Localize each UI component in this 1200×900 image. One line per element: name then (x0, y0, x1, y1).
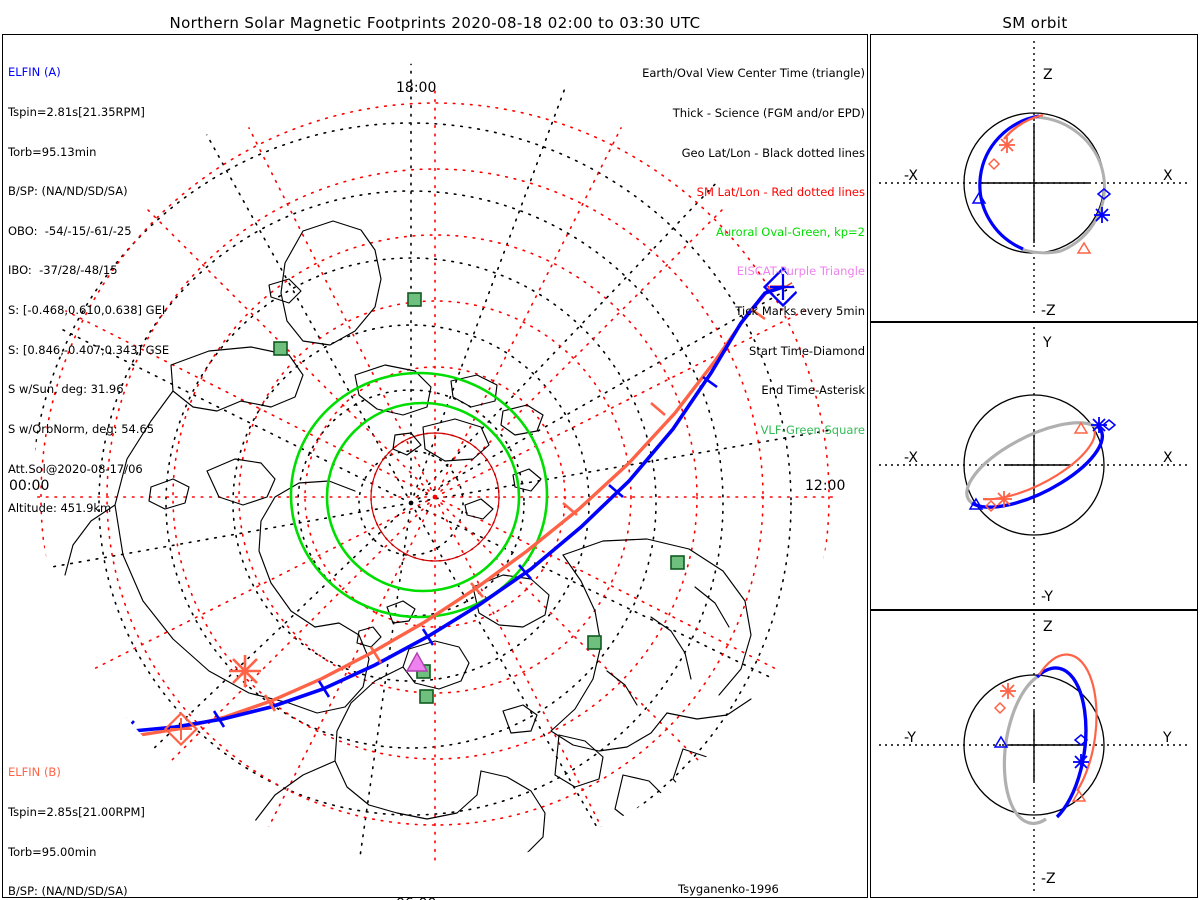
elfin-a-line-0: Tspin=2.81s[21.35RPM] (8, 105, 145, 120)
sm-xz-svg: Z -Z -X X (879, 41, 1189, 319)
axis-label-right: X (1163, 168, 1173, 184)
axis-label-right: X (1163, 450, 1173, 466)
axis-label-bottom: -Z (1041, 871, 1056, 887)
legend-item-7: Start Time-Diamond (749, 343, 865, 358)
elfin-a-orbit (971, 424, 1105, 509)
legend-item-9: VLF-Green Square (760, 422, 865, 437)
elfin-b-orbit (1038, 653, 1098, 792)
axis-label-left: -X (904, 168, 918, 184)
legend-item-2: Geo Lat/Lon - Black dotted lines (681, 145, 865, 160)
orbit-past-segment-2 (1020, 247, 1062, 255)
coastlines (64, 220, 752, 863)
legend-item-0: Earth/Oval View Center Time (triangle) (642, 66, 865, 81)
model-name: Tsyganenko-1996 (678, 882, 779, 897)
orbit-past-segment (1033, 115, 1107, 253)
legend-item-6: Tick Marks every 5min (735, 304, 865, 319)
auroral-oval (289, 371, 549, 619)
marker-elfin-a-diamond (1101, 419, 1117, 431)
elfin-a-line-7: S w/Sun, deg: 31.96 (8, 382, 124, 397)
eiscat-triangle (405, 651, 429, 672)
sm-xy-svg: Y -Y -X X (879, 327, 1189, 607)
marker-elfin-a-asterisk (1073, 754, 1089, 770)
elfin-a-line-2: B/SP: (NA/ND/SD/SA) (8, 184, 128, 199)
elfin-b-line-0: Tspin=2.85s[21.00RPM] (8, 805, 145, 820)
polar-map-svg (35, 63, 835, 863)
elfin-a-orbit (978, 114, 1040, 251)
legend-item-5: EISCAT-Purple Triangle (736, 264, 865, 279)
sm-pole-circle (370, 432, 500, 562)
marker-elfin-b-triangle (1076, 241, 1092, 254)
marker-elfin-b-diamond (984, 499, 998, 513)
elfin-a-name: ELFIN (A) (8, 65, 61, 80)
marker-elfin-b-asterisk (999, 137, 1015, 153)
elfin-b-info: ELFIN (B) Tspin=2.85s[21.00RPM] Torb=95.… (8, 740, 169, 900)
marker-elfin-b-triangle (1071, 789, 1087, 802)
marker-elfin-b-asterisk (1000, 683, 1016, 699)
start-marker-elfin-b (163, 711, 199, 747)
tick-marks-elfin-b (263, 307, 766, 712)
mlt-label-18: 18:00 (396, 80, 437, 96)
axis-label-top: Z (1043, 67, 1053, 83)
sm-orbit-panel-xy: Y -Y -X X (870, 322, 1198, 610)
elfin-b-orbit (982, 428, 1096, 501)
elfin-a-line-1: Torb=95.13min (8, 144, 97, 159)
elfin-a-line-8: S w/OrbNorm, deg: 54.65 (8, 421, 155, 436)
marker-elfin-a-triangle (993, 735, 1009, 748)
mlt-label-12: 12:00 (805, 478, 846, 494)
elfin-a-line-4: IBO: -37/28/-48/15 (8, 263, 118, 278)
mlt-label-00: 00:00 (9, 478, 50, 494)
geo-lon-grid (35, 63, 835, 863)
earth-circle (963, 394, 1105, 536)
marker-elfin-b-diamond (987, 157, 1001, 171)
map-legend: Earth/Oval View Center Time (triangle) T… (560, 41, 865, 464)
elfin-b-line-2: B/SP: (NA/ND/SD/SA) (8, 884, 128, 899)
earth-circle (963, 674, 1105, 816)
marker-elfin-a-triangle (968, 497, 984, 510)
polar-map-panel: 18:00 00:00 12:00 06:00 (2, 34, 868, 900)
legend-item-1: Thick - Science (FGM and/or EPD) (672, 106, 865, 121)
axis-label-left: -Y (904, 730, 916, 746)
elfin-a-line-10: Altitude: 451.9km (8, 501, 112, 516)
sm-orbit-panel-xz: Z -Z -X X (870, 34, 1198, 322)
legend-item-8: End Time-Asterisk (761, 383, 865, 398)
orbit-past-segment (1002, 675, 1047, 825)
legend-item-3: SM Lat/Lon - Red dotted lines (696, 185, 865, 200)
sm-orbit-title: SM orbit (1002, 14, 1068, 32)
sm-yz-svg: Z -Z -Y Y (879, 613, 1189, 893)
sm-lon-grid (35, 84, 835, 863)
axis-label-left: -X (904, 450, 918, 466)
elfin-a-line-3: OBO: -54/-15/-61/-25 (8, 223, 132, 238)
elfin-a-line-6: S: [0.846,-0.407,0.343] GSE (8, 342, 170, 357)
elfin-a-info: ELFIN (A) Tspin=2.81s[21.35RPM] Torb=95.… (8, 40, 169, 542)
marker-elfin-b-asterisk (996, 491, 1012, 507)
axis-label-bottom: -Y (1041, 589, 1053, 605)
end-marker-elfin-b (229, 655, 261, 687)
marker-elfin-b-triangle (1073, 421, 1089, 434)
page-title: Northern Solar Magnetic Footprints 2020-… (169, 14, 701, 32)
axis-label-top: Y (1042, 335, 1052, 351)
marker-elfin-a-diamond (1073, 734, 1089, 746)
elfin-b-orbit (1003, 113, 1044, 140)
elfin-a-line-9: Att.Sol@2020-08-17/06 (8, 461, 143, 476)
elfin-b-line-1: Torb=95.00min (8, 844, 97, 859)
legend-item-4: Auroral Oval-Green, kp=2 (715, 224, 865, 239)
axis-label-top: Z (1043, 619, 1053, 635)
marker-elfin-a-asterisk (1091, 417, 1107, 433)
orbit-past-segment (965, 421, 1097, 505)
marker-elfin-a-asterisk (1094, 207, 1110, 223)
marker-elfin-b-diamond (993, 701, 1007, 715)
marker-elfin-a-triangle (971, 191, 987, 204)
credit-block: Tsyganenko-1996 Created: Tue Jan 24 07:0… (678, 857, 879, 900)
tick-marks-elfin-a (212, 375, 718, 728)
axis-label-right: Y (1162, 730, 1172, 746)
elfin-a-line-5: S: [-0.468,0.610,0.638] GEI (8, 303, 166, 318)
mlt-label-06: 06:00 (396, 896, 436, 900)
elfin-b-name: ELFIN (B) (8, 765, 61, 780)
marker-elfin-a-diamond (1096, 188, 1112, 200)
axis-label-bottom: -Z (1041, 303, 1056, 319)
elfin-a-track (131, 285, 785, 733)
elfin-a-orbit (1035, 666, 1088, 819)
sm-orbit-panel-yz: Z -Z -Y Y (870, 610, 1198, 898)
